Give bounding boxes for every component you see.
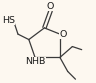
Text: O: O (60, 30, 67, 39)
Text: NHB: NHB (25, 57, 45, 66)
Text: O: O (47, 2, 54, 11)
Text: HS: HS (2, 16, 15, 25)
